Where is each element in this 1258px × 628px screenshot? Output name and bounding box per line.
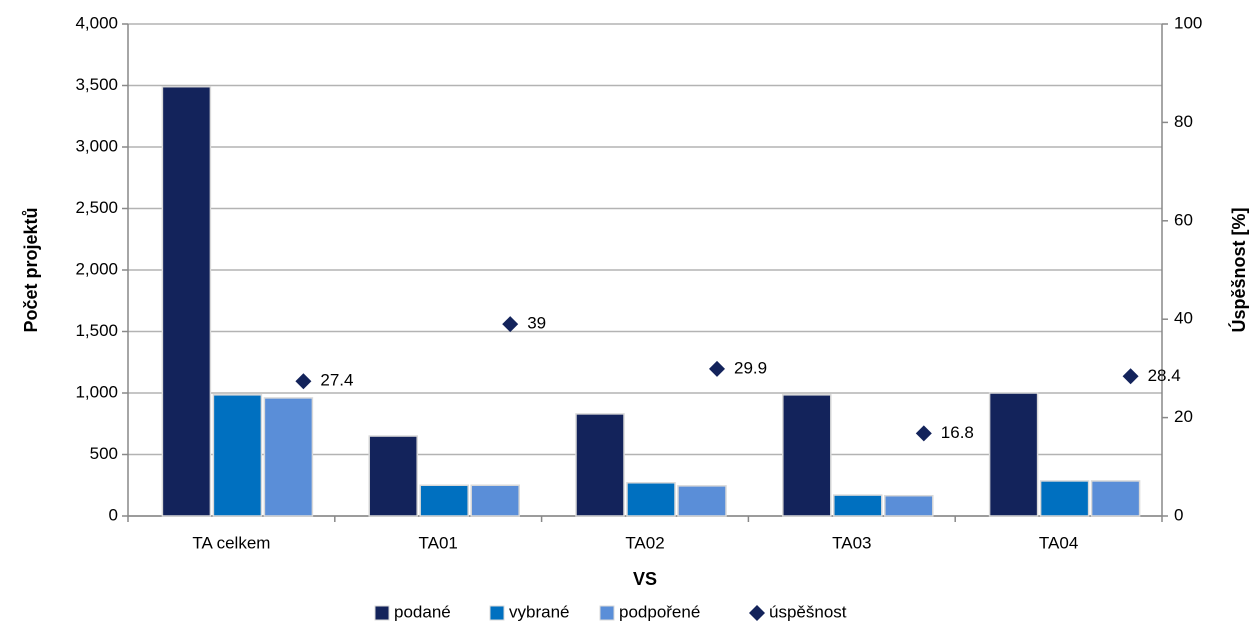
bar: [677, 485, 727, 517]
marker: [502, 316, 519, 333]
bar: [626, 482, 676, 517]
data-label: 39: [527, 314, 546, 333]
legend-swatch: [374, 605, 390, 621]
y2-tick-label: 0: [1174, 505, 1183, 524]
marker: [915, 425, 932, 442]
marker: [1122, 368, 1139, 385]
legend-marker: [749, 605, 765, 621]
legend-label: podpořené: [619, 602, 700, 621]
y-axis-title: Počet projektů: [21, 207, 41, 332]
bar: [212, 394, 263, 517]
bar: [1039, 480, 1090, 517]
y2-axis-title: Úspěšnost [%]: [1228, 207, 1249, 332]
y2-tick-label: 20: [1174, 407, 1193, 426]
marker: [709, 360, 725, 377]
y-tick-label: 3,500: [75, 75, 118, 94]
x-tick-label: TA03: [832, 533, 871, 552]
data-label: 27.4: [320, 371, 353, 390]
bar: [833, 494, 883, 517]
y-tick-label: 4,000: [75, 13, 118, 32]
legend-swatch: [489, 605, 505, 621]
legend-swatch: [599, 605, 615, 621]
legend-label: vybrané: [509, 602, 569, 621]
bar: [575, 413, 625, 517]
y-tick-label: 1,000: [75, 382, 118, 401]
bar: [782, 394, 832, 517]
x-tick-label: TA01: [419, 533, 458, 552]
bar: [161, 85, 212, 517]
data-label: 28.4: [1148, 366, 1181, 385]
bar: [988, 392, 1039, 517]
legend-label: úspěšnost: [769, 602, 847, 621]
x-tick-label: TA02: [625, 533, 664, 552]
bar: [470, 484, 520, 517]
y2-tick-label: 100: [1174, 13, 1202, 32]
bar: [368, 435, 418, 517]
y2-tick-label: 80: [1174, 112, 1193, 131]
y-tick-label: 3,000: [75, 136, 118, 155]
bar: [263, 397, 314, 517]
x-tick-label: TA celkem: [192, 533, 270, 552]
y-tick-label: 0: [109, 505, 118, 524]
x-tick-label: TA04: [1039, 533, 1078, 552]
bar: [884, 494, 934, 517]
y-tick-label: 1,500: [75, 321, 118, 340]
y2-tick-label: 40: [1174, 309, 1193, 328]
data-label: 29.9: [734, 358, 767, 377]
data-label: 16.8: [941, 423, 974, 442]
y-tick-label: 500: [90, 444, 118, 463]
legend-label: podané: [394, 602, 451, 621]
bar: [419, 484, 469, 517]
x-axis-title: VS: [633, 569, 657, 589]
y2-tick-label: 60: [1174, 210, 1193, 229]
marker: [295, 373, 312, 390]
bar: [1090, 480, 1141, 517]
y-tick-label: 2,000: [75, 259, 118, 278]
y-tick-label: 2,500: [75, 198, 118, 217]
